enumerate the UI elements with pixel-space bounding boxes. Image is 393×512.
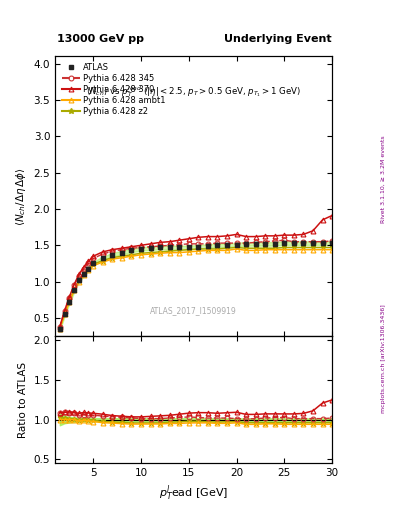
Text: Rivet 3.1.10, ≥ 3.2M events: Rivet 3.1.10, ≥ 3.2M events	[381, 135, 386, 223]
Y-axis label: $\langle N_{ch}/ \Delta\eta\,\Delta\phi\rangle$: $\langle N_{ch}/ \Delta\eta\,\Delta\phi\…	[14, 167, 28, 226]
Text: mcplots.cern.ch [arXiv:1306.3436]: mcplots.cern.ch [arXiv:1306.3436]	[381, 304, 386, 413]
Y-axis label: Ratio to ATLAS: Ratio to ATLAS	[18, 361, 28, 438]
Text: ATLAS_2017_I1509919: ATLAS_2017_I1509919	[150, 307, 237, 315]
X-axis label: $p_T^{l}$ead [GeV]: $p_T^{l}$ead [GeV]	[159, 484, 228, 503]
Text: $\langle N_{ch}\rangle$ vs $p_T^{lead}$ ($|\eta|<2.5$, $p_T>0.5$ GeV, $p_{T_1}>1: $\langle N_{ch}\rangle$ vs $p_T^{lead}$ …	[86, 84, 301, 99]
Legend: ATLAS, Pythia 6.428 345, Pythia 6.428 370, Pythia 6.428 ambt1, Pythia 6.428 z2: ATLAS, Pythia 6.428 345, Pythia 6.428 37…	[59, 60, 168, 119]
Text: Underlying Event: Underlying Event	[224, 33, 332, 44]
Text: 13000 GeV pp: 13000 GeV pp	[57, 33, 144, 44]
